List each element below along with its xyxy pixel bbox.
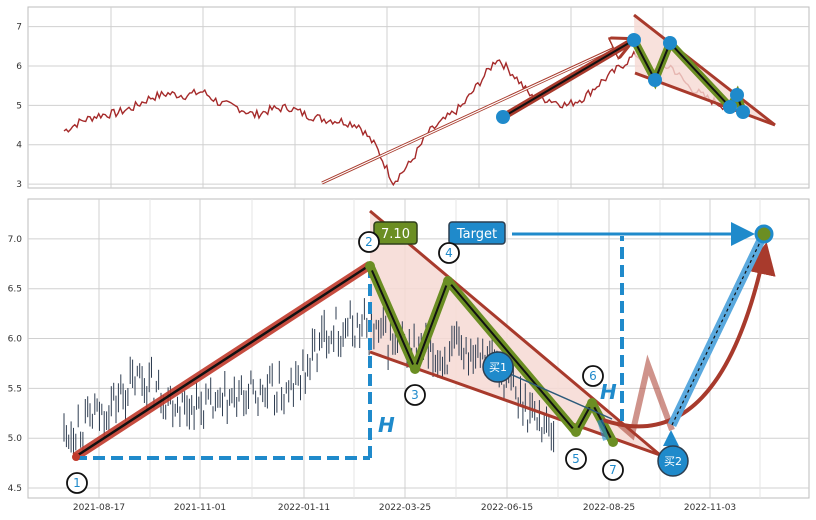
buy1-label: 买1 (489, 361, 507, 374)
height-label-target: H (600, 380, 617, 404)
projection-to-target-dashed (671, 235, 764, 426)
top-y-tick-label: 6 (16, 62, 22, 72)
point-label-4: 4 (445, 246, 453, 260)
bottom-y-tick-label: 7.0 (8, 235, 23, 245)
zig-vertex-4 (443, 276, 453, 286)
top-long-arrow-inner (321, 41, 629, 184)
bottom-x-axis: 2021-08-17 2021-11-01 2022-01-11 2022-03-25… (73, 503, 736, 513)
buy2-marker: 买2 (657, 445, 689, 477)
top-plot-frame (27, 6, 810, 189)
bottom-y-axis: 4.5 5.0 5.5 6.0 6.5 7.0 (8, 235, 23, 494)
buy2-label: 买2 (664, 455, 682, 468)
bottom-x-tick-label: 2022-03-25 (379, 503, 431, 513)
height-label: H (378, 413, 395, 437)
point-label-circle (565, 448, 587, 470)
bottom-x-tick-label: 2022-01-11 (278, 503, 330, 513)
rise-leg-inner (74, 263, 371, 459)
bottom-y-tick-label: 5.0 (8, 434, 23, 444)
bottom-x-tick-label: 2021-11-01 (174, 503, 226, 513)
zig-vertex-2 (365, 261, 375, 271)
pattern-point-labels: 1 2 3 4 5 6 7 (66, 231, 624, 494)
point-label-1: 1 (73, 476, 81, 490)
top-trend-line-core (502, 39, 635, 118)
bottom-y-tick-label: 4.5 (8, 484, 22, 494)
point-label-circle (582, 365, 604, 387)
point-label-circle (358, 231, 380, 253)
zig-vertex-3 (410, 364, 420, 374)
zig-vertex-7 (608, 437, 618, 447)
point-label-5: 5 (572, 452, 580, 466)
bottom-y-tick-label: 5.5 (8, 384, 22, 394)
point-label-3: 3 (411, 388, 419, 402)
top-point-start (496, 110, 510, 124)
point-label-7: 7 (609, 463, 617, 477)
bottom-panel: 4.55.05.56.06.57.0 2021-08-17 2021-11-01 2… (8, 198, 810, 513)
top-point-5 (723, 100, 737, 114)
bottom-y-tick-label: 6.5 (8, 285, 22, 295)
bottom-x-tick-label: 2022-08-25 (583, 503, 635, 513)
point-label-circle (438, 242, 460, 264)
top-y-tick-label: 5 (16, 101, 22, 111)
top-y-tick-label: 4 (16, 141, 22, 151)
buy1-marker: 买1 (482, 351, 514, 383)
top-y-tick-label: 7 (16, 23, 22, 33)
bottom-x-tick-label: 2022-06-15 (481, 503, 533, 513)
bottom-x-tick-label: 2022-11-03 (684, 503, 736, 513)
projection-path (615, 354, 675, 441)
buy1-arrow (507, 372, 613, 420)
top-y-tick-label: 3 (16, 180, 22, 190)
target-point (754, 224, 774, 244)
point-label-circle (602, 459, 624, 481)
top-upper-trendline (633, 13, 776, 127)
target-box: Target (448, 221, 506, 245)
value-box-label: 7.10 (381, 227, 410, 242)
top-panel: 3 4 5 6 7 (16, 6, 810, 190)
point-label-2: 2 (365, 235, 373, 249)
point-label-6: 6 (589, 369, 597, 383)
bottom-y-tick-label: 6.0 (8, 335, 23, 345)
zigzag-inner (369, 265, 614, 443)
point-label-circle (66, 472, 88, 494)
zig-vertex-5 (571, 427, 581, 437)
top-point-4 (663, 36, 677, 50)
zig-vertex-6 (587, 398, 597, 408)
top-point-2 (627, 33, 641, 47)
start-point (72, 453, 80, 461)
top-price-line (63, 50, 741, 187)
projection-curve (602, 242, 776, 429)
top-y-axis: 3 4 5 6 7 (16, 23, 22, 190)
projection-breakout (597, 419, 609, 441)
bottom-x-tick-label: 2021-08-17 (73, 503, 125, 513)
top-point-6 (730, 88, 744, 102)
top-point-3 (648, 73, 662, 87)
top-point-7 (736, 105, 750, 119)
target-box-label: Target (456, 227, 497, 242)
value-box: 7.10 (373, 221, 418, 245)
wedge-upper-line (369, 209, 661, 457)
point-label-circle (404, 384, 426, 406)
